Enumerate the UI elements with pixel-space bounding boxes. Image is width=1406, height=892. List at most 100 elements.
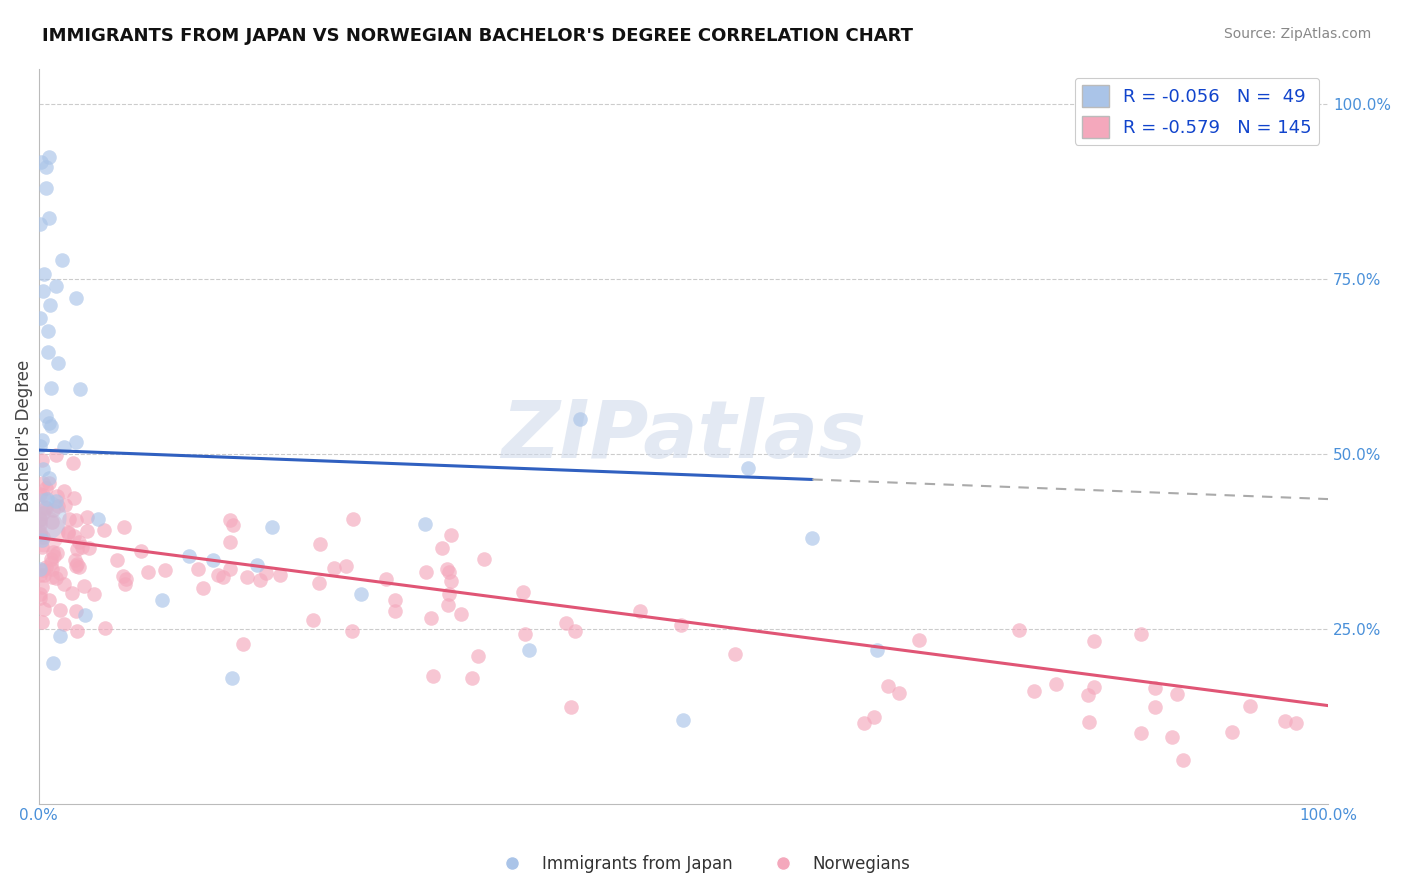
Point — [1077, 688, 1099, 702]
Point — [1143, 681, 1166, 696]
Point — [30, 525, 52, 540]
Point — [419, 611, 441, 625]
Point — [440, 574, 463, 589]
Point — [60, 586, 83, 600]
Point — [1220, 724, 1243, 739]
Point — [28, 562, 51, 576]
Point — [1083, 634, 1105, 648]
Point — [877, 679, 900, 693]
Y-axis label: Bachelor's Degree: Bachelor's Degree — [15, 360, 32, 512]
Point — [73, 608, 96, 623]
Point — [42, 545, 65, 559]
Point — [853, 715, 876, 730]
Point — [221, 671, 243, 685]
Point — [56, 524, 79, 539]
Point — [31, 453, 53, 467]
Point — [49, 603, 72, 617]
Point — [415, 566, 437, 580]
Legend: Immigrants from Japan, Norwegians: Immigrants from Japan, Norwegians — [489, 848, 917, 880]
Point — [45, 546, 67, 560]
Point — [38, 150, 60, 164]
Point — [467, 648, 489, 663]
Point — [66, 541, 89, 556]
Point — [52, 576, 75, 591]
Point — [65, 513, 87, 527]
Point — [37, 491, 59, 506]
Point — [801, 531, 824, 545]
Point — [93, 523, 115, 537]
Point — [564, 624, 586, 639]
Point — [112, 520, 135, 534]
Point — [554, 616, 576, 631]
Point — [309, 537, 332, 551]
Point — [38, 471, 60, 485]
Point — [1022, 684, 1045, 698]
Point — [38, 476, 60, 491]
Point — [430, 541, 453, 555]
Point — [48, 499, 70, 513]
Point — [672, 713, 695, 727]
Point — [69, 382, 91, 396]
Point — [1143, 699, 1166, 714]
Point — [65, 553, 87, 567]
Point — [222, 517, 245, 532]
Point — [39, 381, 62, 395]
Point — [46, 489, 69, 503]
Point — [66, 558, 89, 572]
Point — [179, 549, 201, 564]
Point — [207, 568, 229, 582]
Point — [65, 559, 87, 574]
Point — [52, 617, 75, 632]
Point — [28, 217, 51, 231]
Point — [245, 558, 267, 573]
Point — [31, 506, 53, 520]
Point — [34, 409, 56, 423]
Point — [450, 607, 472, 621]
Point — [517, 642, 540, 657]
Point — [30, 526, 52, 541]
Point — [35, 481, 58, 495]
Point — [191, 581, 214, 595]
Point — [34, 500, 56, 514]
Point — [202, 553, 225, 567]
Point — [45, 571, 67, 585]
Point — [65, 603, 87, 617]
Point — [440, 528, 463, 542]
Point — [31, 563, 53, 577]
Point — [34, 602, 56, 616]
Point — [32, 462, 55, 476]
Point — [42, 549, 65, 563]
Point — [65, 434, 87, 449]
Point — [1130, 726, 1153, 740]
Point — [1161, 730, 1184, 744]
Point — [31, 580, 53, 594]
Point — [76, 524, 98, 538]
Point — [37, 345, 59, 359]
Point — [375, 572, 398, 586]
Point — [1083, 680, 1105, 694]
Point — [131, 544, 153, 558]
Point — [1274, 714, 1296, 729]
Point — [232, 637, 254, 651]
Point — [342, 511, 364, 525]
Point — [671, 618, 693, 632]
Point — [269, 568, 291, 582]
Point — [907, 633, 929, 648]
Point — [31, 530, 53, 544]
Point — [31, 284, 53, 298]
Point — [323, 561, 346, 575]
Point — [28, 568, 51, 582]
Point — [31, 433, 53, 447]
Point — [150, 592, 173, 607]
Point — [115, 572, 138, 586]
Point — [62, 529, 84, 543]
Point — [73, 579, 96, 593]
Point — [51, 252, 73, 267]
Point — [724, 647, 747, 661]
Point — [41, 562, 63, 576]
Point — [45, 279, 67, 293]
Point — [136, 565, 159, 579]
Point — [114, 577, 136, 591]
Point — [302, 614, 325, 628]
Point — [628, 604, 651, 618]
